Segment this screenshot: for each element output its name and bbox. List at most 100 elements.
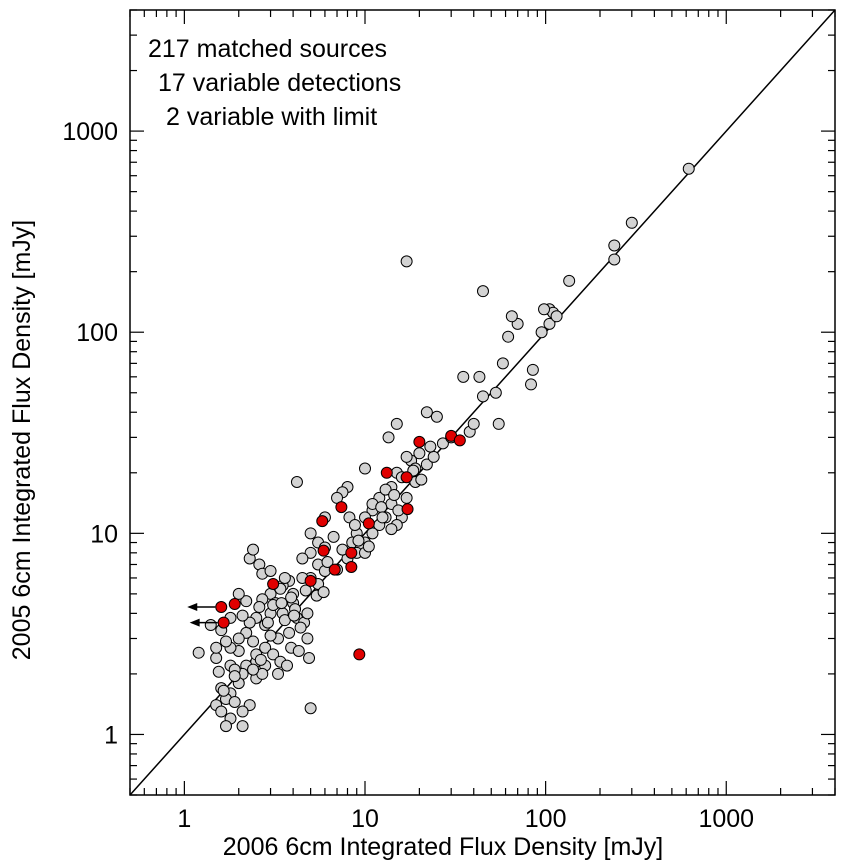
matched-source-point [264, 629, 277, 642]
annotation-limit: 2 variable with limit [166, 103, 377, 131]
matched-source-point [317, 586, 330, 599]
x-tick-label: 100 [525, 805, 567, 833]
matched-source-point [457, 370, 470, 383]
matched-source-point [243, 616, 256, 629]
matched-source-point [385, 523, 398, 536]
matched-source-point [388, 489, 401, 502]
matched-source-point [476, 285, 489, 298]
annotation-matched: 217 matched sources [148, 35, 387, 63]
matched-source-point [259, 641, 272, 654]
matched-source-point [526, 363, 539, 376]
matched-source-point [278, 571, 291, 584]
matched-source-point [204, 619, 217, 632]
matched-source-point [294, 621, 307, 634]
matched-source-point [400, 255, 413, 268]
matched-source-point [352, 534, 365, 547]
y-tick-label: 1 [104, 721, 118, 749]
annotation-variable: 17 variable detections [158, 69, 401, 97]
matched-source-point [682, 162, 695, 175]
variable-detection-point [316, 515, 329, 528]
plot-frame [129, 9, 836, 796]
matched-source-point [563, 274, 576, 287]
data-points [192, 162, 695, 733]
matched-source-point [228, 670, 241, 683]
variable-detection-point [453, 434, 466, 447]
matched-source-point [285, 591, 298, 604]
matched-source-point [525, 378, 538, 391]
matched-source-point [625, 216, 638, 229]
variable-detection-point [267, 577, 280, 590]
matched-source-point [254, 653, 267, 666]
matched-source-point [210, 651, 223, 664]
matched-source-point [275, 597, 288, 610]
matched-source-point [232, 587, 245, 600]
matched-source-point [304, 527, 317, 540]
matched-source-point [219, 720, 232, 733]
matched-source-point [217, 684, 230, 697]
matched-source-point [420, 406, 433, 419]
matched-source-point [492, 417, 505, 430]
matched-source-point [359, 462, 371, 475]
matched-source-point [608, 253, 621, 266]
x-tick-label: 1000 [698, 805, 754, 833]
matched-source-point [219, 635, 232, 648]
matched-source-point [436, 437, 449, 450]
variable-detection-point [353, 648, 366, 661]
matched-source-point [375, 501, 388, 514]
matched-source-point [366, 527, 379, 540]
matched-source-point [232, 632, 245, 645]
variable-detection-point [345, 546, 358, 559]
variable-detection-point [380, 466, 393, 479]
matched-source-point [543, 317, 556, 330]
matched-source-point [505, 310, 518, 323]
matched-source-point [327, 530, 340, 543]
matched-source-point [415, 473, 428, 486]
y-tick-label: 10 [90, 520, 118, 548]
x-tick-label: 1 [177, 805, 191, 833]
matched-source-point [210, 641, 223, 654]
matched-source-point [267, 648, 280, 661]
matched-source-point [261, 616, 274, 629]
matched-source-point [304, 546, 317, 559]
matched-source-point [496, 357, 509, 370]
matched-source-point [281, 659, 294, 672]
variable-detection-point [217, 616, 230, 629]
matched-source-point [290, 475, 303, 488]
matched-source-point [321, 556, 334, 569]
matched-source-point [264, 564, 277, 577]
matched-source-point [292, 644, 305, 657]
variable-detection-point [345, 561, 358, 574]
variable-detection-point [328, 563, 341, 576]
matched-source-point [420, 458, 433, 471]
x-axis-title: 2006 6cm Integrated Flux Density [mJy] [223, 833, 663, 861]
matched-source-point [272, 667, 285, 680]
upper-limit-arrows [187, 603, 218, 627]
matched-source-point [283, 626, 296, 639]
matched-source-point [379, 483, 392, 496]
matched-source-point [362, 540, 375, 553]
matched-source-point [303, 651, 316, 664]
variable-detection-point [215, 601, 228, 614]
matched-source-point [535, 326, 548, 339]
matched-source-point [288, 609, 301, 622]
y-axis-title: 2005 6cm Integrated Flux Density [mJy] [8, 220, 36, 660]
matched-source-point [489, 386, 502, 399]
matched-source-point [247, 635, 260, 648]
matched-source-point [400, 491, 413, 504]
matched-source-point [228, 696, 241, 709]
variable-detection-point [400, 471, 413, 484]
matched-source-point [476, 390, 489, 403]
matched-source-point [212, 665, 225, 678]
matched-source-point [473, 370, 486, 383]
matched-source-point [424, 440, 437, 453]
matched-source-point [538, 303, 551, 316]
axis-ticks [129, 9, 836, 796]
matched-source-point [608, 239, 621, 252]
matched-source-point [236, 720, 249, 733]
y-tick-label: 1000 [62, 118, 118, 146]
variable-detection-point [413, 435, 426, 448]
matched-source-point [430, 410, 443, 423]
matched-source-point [427, 450, 440, 463]
matched-source-point [301, 607, 314, 620]
variable-detection-point [362, 517, 375, 530]
